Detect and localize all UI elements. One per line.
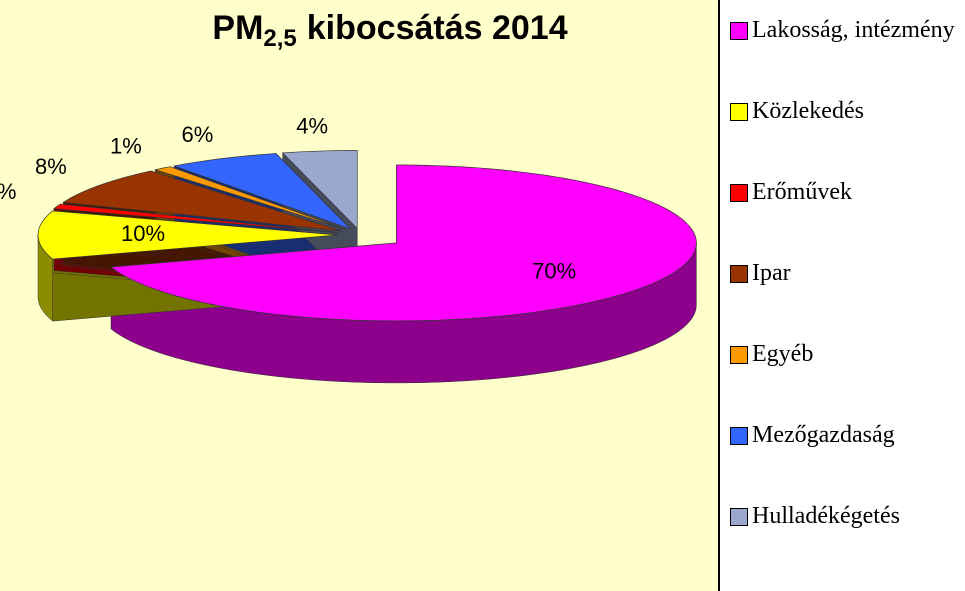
data-label: 4%	[296, 113, 328, 138]
slice	[53, 203, 340, 234]
slice	[110, 164, 697, 322]
legend-swatch	[730, 22, 748, 40]
legend-label: Egyéb	[752, 341, 814, 367]
legend-item: Erőművek	[730, 176, 961, 208]
legend-item: Közlekedés	[730, 95, 961, 127]
legend-item: Hulladékégetés	[730, 500, 961, 532]
legend-item: Ipar	[730, 257, 961, 289]
legend-label: Közlekedés	[752, 98, 864, 124]
data-label: 70%	[532, 259, 576, 284]
data-label: 10%	[121, 221, 165, 246]
slice	[172, 153, 351, 230]
legend-item: Lakosság, intézmény	[730, 14, 961, 46]
chart-title: PM2,5 kibocsátás 2014	[212, 9, 567, 52]
data-label: 1%	[0, 179, 16, 204]
title-main: PM	[212, 9, 263, 47]
slice	[153, 166, 347, 231]
legend-swatch	[730, 346, 748, 364]
legend-label: Ipar	[752, 260, 791, 286]
legend-label: Mezőgazdaság	[752, 422, 895, 448]
legend-item: Mezőgazdaság	[730, 419, 961, 451]
slice	[62, 170, 343, 232]
legend: Lakosság, intézmény Közlekedés Erőművek Ipa…	[718, 0, 965, 591]
title-sub: 2,5	[263, 25, 296, 52]
legend-swatch	[730, 184, 748, 202]
legend-swatch	[730, 427, 748, 445]
legend-swatch	[730, 265, 748, 283]
legend-label: Erőművek	[752, 179, 852, 205]
data-label: 1%	[110, 134, 142, 159]
slice	[281, 150, 358, 230]
legend-item: Egyéb	[730, 338, 961, 370]
pie-group	[37, 150, 697, 384]
chart: PM2,5 kibocsátás 2014 70% 10% 1% 8% 1% 6% 4%	[0, 9, 697, 384]
data-label: 6%	[181, 122, 213, 147]
legend-swatch	[730, 508, 748, 526]
slice	[37, 210, 339, 260]
legend-swatch	[730, 103, 748, 121]
title-rest: kibocsátás 2014	[307, 9, 568, 47]
legend-label: Hulladékégetés	[752, 503, 900, 529]
legend-label: Lakosság, intézmény	[752, 17, 955, 43]
data-label: 8%	[35, 154, 67, 179]
